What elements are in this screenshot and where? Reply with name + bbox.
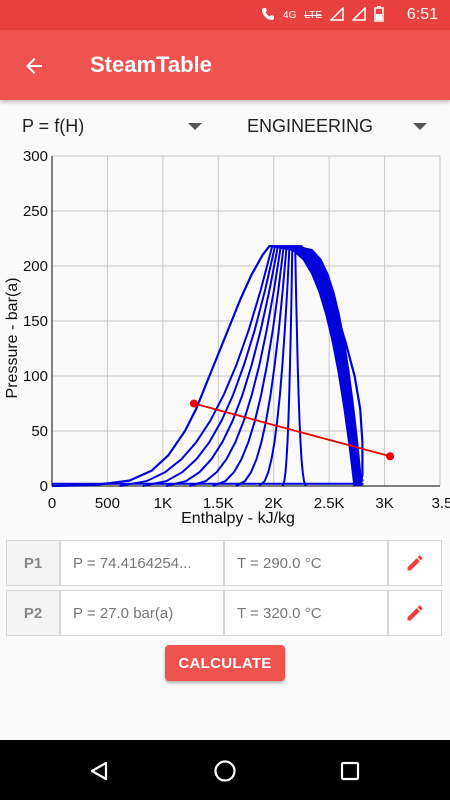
network-type-label: 4G [283, 9, 297, 21]
page-title: SteamTable [90, 52, 212, 77]
process-segment [193, 402, 391, 458]
x-axis-label: Enthalpy - kJ/kg [181, 510, 295, 527]
calculate-button[interactable]: CALCULATE [165, 645, 285, 681]
row-label: P2 [6, 590, 60, 636]
temperature-field[interactable]: T = 320.0 °C [224, 590, 388, 636]
x-tick-label: 500 [95, 495, 120, 512]
y-axis-label: Pressure - bar(a) [4, 278, 21, 399]
chart-svg: 0 500 1K 1.5K 2K 2.5K 3K 3.5050100150200250300 … [4, 148, 450, 527]
status-bar: 4G LTE 6:51 [0, 0, 450, 30]
chart-ticks: 0 500 1K 1.5K 2K 2.5K 3K 3.5 0 50 100 150 200 250 300 [23, 148, 450, 512]
call-icon [261, 7, 275, 24]
quality-curve [294, 244, 363, 487]
signal-icon-2 [351, 5, 366, 24]
quality-curve [119, 245, 356, 487]
nav-back-button[interactable] [84, 756, 114, 786]
nav-recents-button[interactable] [335, 756, 365, 786]
y-tick-label: 50 [31, 423, 48, 440]
edit-button[interactable] [388, 590, 442, 636]
back-button[interactable] [14, 46, 54, 86]
table-row: P1 P = 74.4164254... T = 290.0 °C [6, 540, 444, 586]
signal-icon [329, 5, 344, 24]
pressure-enthalpy-chart[interactable]: 0 500 1K 1.5K 2K 2.5K 3K 3.5 0 50 100 150 200 250 300 … [0, 148, 450, 528]
clock: 6:51 [406, 6, 438, 23]
chart-curves [51, 244, 364, 488]
battery-icon [374, 5, 384, 25]
saturation-dome-curve [51, 245, 364, 488]
arrow-back-icon [26, 58, 42, 74]
quality-curve [189, 245, 359, 487]
temperature-field[interactable]: T = 290.0 °C [224, 540, 388, 586]
nav-home-button[interactable] [210, 756, 240, 786]
mode-dropdown-value: P = f(H) [22, 115, 85, 136]
units-dropdown[interactable]: ENGINEERING [230, 104, 450, 148]
state-points-table: P1 P = 74.4164254... T = 290.0 °C P2 P =… [6, 540, 444, 640]
circle-home-icon [214, 760, 236, 782]
status-icons: 4G LTE [261, 5, 384, 25]
chevron-down-icon [413, 123, 427, 130]
pencil-icon [407, 605, 423, 621]
quality-curve [142, 245, 357, 487]
y-tick-label: 100 [23, 368, 48, 385]
chevron-down-icon [188, 123, 202, 130]
edit-button[interactable] [388, 540, 442, 586]
y-tick-label: 0 [40, 478, 48, 495]
process-point-2 [386, 452, 395, 461]
pressure-field[interactable]: P = 74.4164254... [60, 540, 224, 586]
selector-row: P = f(H) ENGINEERING [0, 104, 450, 148]
pencil-icon [407, 555, 423, 571]
quality-curve [165, 245, 358, 487]
x-tick-label: 3.5 [432, 495, 450, 512]
x-tick-label: 1.5K [203, 495, 234, 512]
process-line [189, 399, 395, 461]
triangle-back-icon [90, 761, 108, 781]
y-tick-label: 250 [23, 203, 48, 220]
quality-curve [281, 244, 362, 487]
y-tick-label: 150 [23, 313, 48, 330]
lte-label: LTE [304, 9, 322, 21]
process-point-1 [189, 399, 198, 408]
table-row: P2 P = 27.0 bar(a) T = 320.0 °C [6, 590, 444, 636]
x-tick-label: 2K [265, 495, 283, 512]
pressure-field[interactable]: P = 27.0 bar(a) [60, 590, 224, 636]
x-tick-label: 0 [48, 495, 56, 512]
y-tick-label: 300 [23, 148, 48, 165]
x-tick-label: 1K [154, 495, 172, 512]
y-tick-label: 200 [23, 258, 48, 275]
x-tick-label: 2.5K [314, 495, 345, 512]
system-nav-bar [0, 740, 450, 800]
quality-curve [212, 245, 359, 487]
row-label: P1 [6, 540, 60, 586]
units-dropdown-value: ENGINEERING [247, 115, 374, 136]
mode-dropdown[interactable]: P = f(H) [0, 104, 218, 148]
app-bar: SteamTable [0, 30, 450, 100]
x-tick-label: 3K [375, 495, 393, 512]
chart-grid [51, 155, 441, 487]
quality-curve [258, 244, 361, 487]
quality-curve [235, 244, 360, 487]
square-recents-icon [340, 761, 360, 781]
